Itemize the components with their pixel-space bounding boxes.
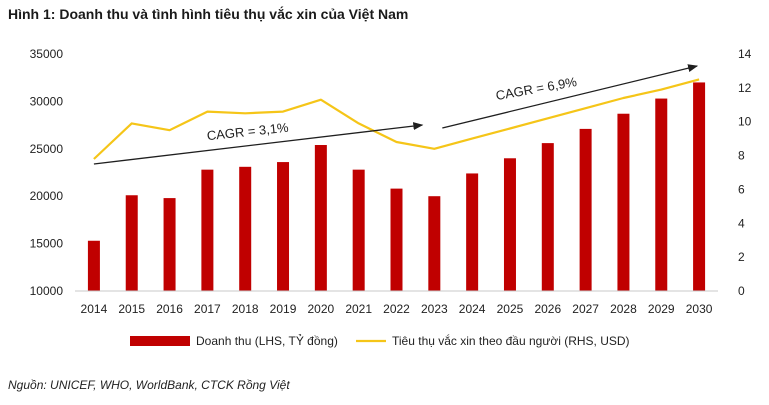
- y-left-tick-label: 25000: [30, 142, 64, 156]
- x-tick-label: 2022: [383, 302, 410, 316]
- x-tick-label: 2023: [421, 302, 448, 316]
- x-tick-label: 2014: [81, 302, 108, 316]
- y-right-tick-label: 2: [738, 250, 745, 264]
- bar: [390, 188, 403, 291]
- y-right-tick-label: 4: [738, 216, 745, 230]
- x-tick-label: 2018: [232, 302, 259, 316]
- bar: [314, 145, 327, 291]
- chart-title: Hình 1: Doanh thu và tình hình tiêu thụ …: [8, 6, 409, 22]
- line-series: [93, 78, 700, 160]
- legend-swatch-bar: [130, 336, 190, 346]
- x-tick-label: 2027: [572, 302, 599, 316]
- annotations: CAGR = 3,1% CAGR = 6,9%: [93, 64, 699, 165]
- x-tick-label: 2019: [270, 302, 297, 316]
- bar: [617, 113, 630, 291]
- x-tick-label: 2017: [194, 302, 221, 316]
- y-left-tick-label: 30000: [30, 94, 64, 108]
- x-tick-label: 2016: [156, 302, 183, 316]
- bar: [201, 169, 214, 291]
- bar: [87, 240, 100, 291]
- y-left-tick-label: 35000: [30, 47, 64, 61]
- bar: [428, 196, 441, 291]
- bar: [239, 166, 252, 291]
- bar: [163, 198, 176, 291]
- y-right-tick-label: 12: [738, 81, 752, 95]
- bar-series: [87, 82, 706, 291]
- y-right-tick-label: 14: [738, 47, 752, 61]
- x-tick-label: 2029: [648, 302, 675, 316]
- y-left-tick-label: 10000: [30, 284, 64, 298]
- bar: [693, 82, 706, 291]
- bar: [655, 98, 668, 291]
- y-left-tick-label: 15000: [30, 237, 64, 251]
- x-tick-label: 2021: [345, 302, 372, 316]
- x-tick-label: 2026: [534, 302, 561, 316]
- cagr-arrow-1: [93, 122, 424, 165]
- x-tick-label: 2025: [497, 302, 524, 316]
- bar: [466, 173, 479, 291]
- cagr-label-2: CAGR = 6,9%: [495, 74, 579, 103]
- bar: [352, 169, 365, 291]
- x-tick-label: 2028: [610, 302, 637, 316]
- x-tick-label: 2015: [118, 302, 145, 316]
- cagr-arrow-2: [442, 64, 699, 129]
- bar: [541, 143, 554, 291]
- legend-label-line: Tiêu thụ vắc xin theo đầu người (RHS, US…: [392, 333, 630, 348]
- y-right-tick-label: 0: [738, 284, 745, 298]
- source-note: Nguồn: UNICEF, WHO, WorldBank, CTCK Rồng…: [8, 378, 290, 392]
- x-tick-label: 2024: [459, 302, 486, 316]
- y-axis-right: 0 2 4 6 8 10 12 14: [738, 47, 752, 298]
- bar: [579, 128, 592, 291]
- x-axis: 2014 2015 2016 2017 2018 2019 2020 2021 2022 2023…: [75, 290, 718, 316]
- bar: [277, 162, 290, 291]
- y-right-tick-label: 10: [738, 115, 752, 129]
- y-left-tick-label: 20000: [30, 189, 64, 203]
- line-series-path: [93, 78, 700, 160]
- cagr-label-1: CAGR = 3,1%: [206, 120, 290, 144]
- bar: [503, 158, 516, 291]
- legend: Doanh thu (LHS, TỶ đồng) Tiêu thụ vắc xin…: [130, 333, 630, 348]
- y-right-tick-label: 8: [738, 149, 745, 163]
- y-right-tick-label: 6: [738, 182, 745, 196]
- bar: [125, 195, 138, 291]
- legend-label-bar: Doanh thu (LHS, TỶ đồng): [196, 333, 338, 348]
- y-axis-left: 10000 15000 20000 25000 30000 35000: [30, 47, 64, 298]
- x-tick-label: 2020: [308, 302, 335, 316]
- x-tick-label: 2030: [686, 302, 713, 316]
